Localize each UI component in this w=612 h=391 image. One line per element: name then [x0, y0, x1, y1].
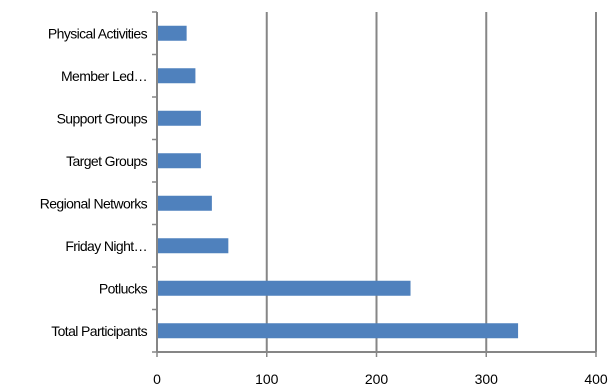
x-tick-label-200: 200	[365, 371, 389, 387]
category-label-5: Friday Night…	[65, 238, 147, 254]
bar-7	[158, 323, 519, 339]
category-label-4: Regional Networks	[40, 195, 148, 211]
category-label-6: Potlucks	[99, 280, 148, 296]
category-label-2: Support Groups	[57, 110, 148, 126]
bar-4	[158, 195, 212, 211]
x-tick-label-400: 400	[584, 371, 608, 387]
gridlines	[265, 12, 597, 352]
category-label-3: Target Groups	[66, 153, 148, 169]
category-label-0: Physical Activities	[48, 25, 148, 41]
x-tick-label-100: 100	[255, 371, 279, 387]
category-label-1: Member Led…	[61, 68, 147, 84]
x-tick-labels: 0 100 200 300 400	[153, 371, 608, 387]
bar-0	[158, 25, 187, 41]
bar-5	[158, 238, 229, 254]
bar-1	[158, 68, 196, 84]
bars	[158, 25, 519, 339]
bar-6	[158, 280, 411, 296]
axes	[152, 11, 597, 357]
category-label-7: Total Participants	[51, 323, 147, 339]
bar-3	[158, 153, 201, 169]
category-labels: Physical Activities Member Led… Support Gr…	[40, 25, 148, 339]
x-tick-label-0: 0	[153, 371, 161, 387]
x-tick-label-300: 300	[475, 371, 499, 387]
bar-2	[158, 110, 201, 126]
